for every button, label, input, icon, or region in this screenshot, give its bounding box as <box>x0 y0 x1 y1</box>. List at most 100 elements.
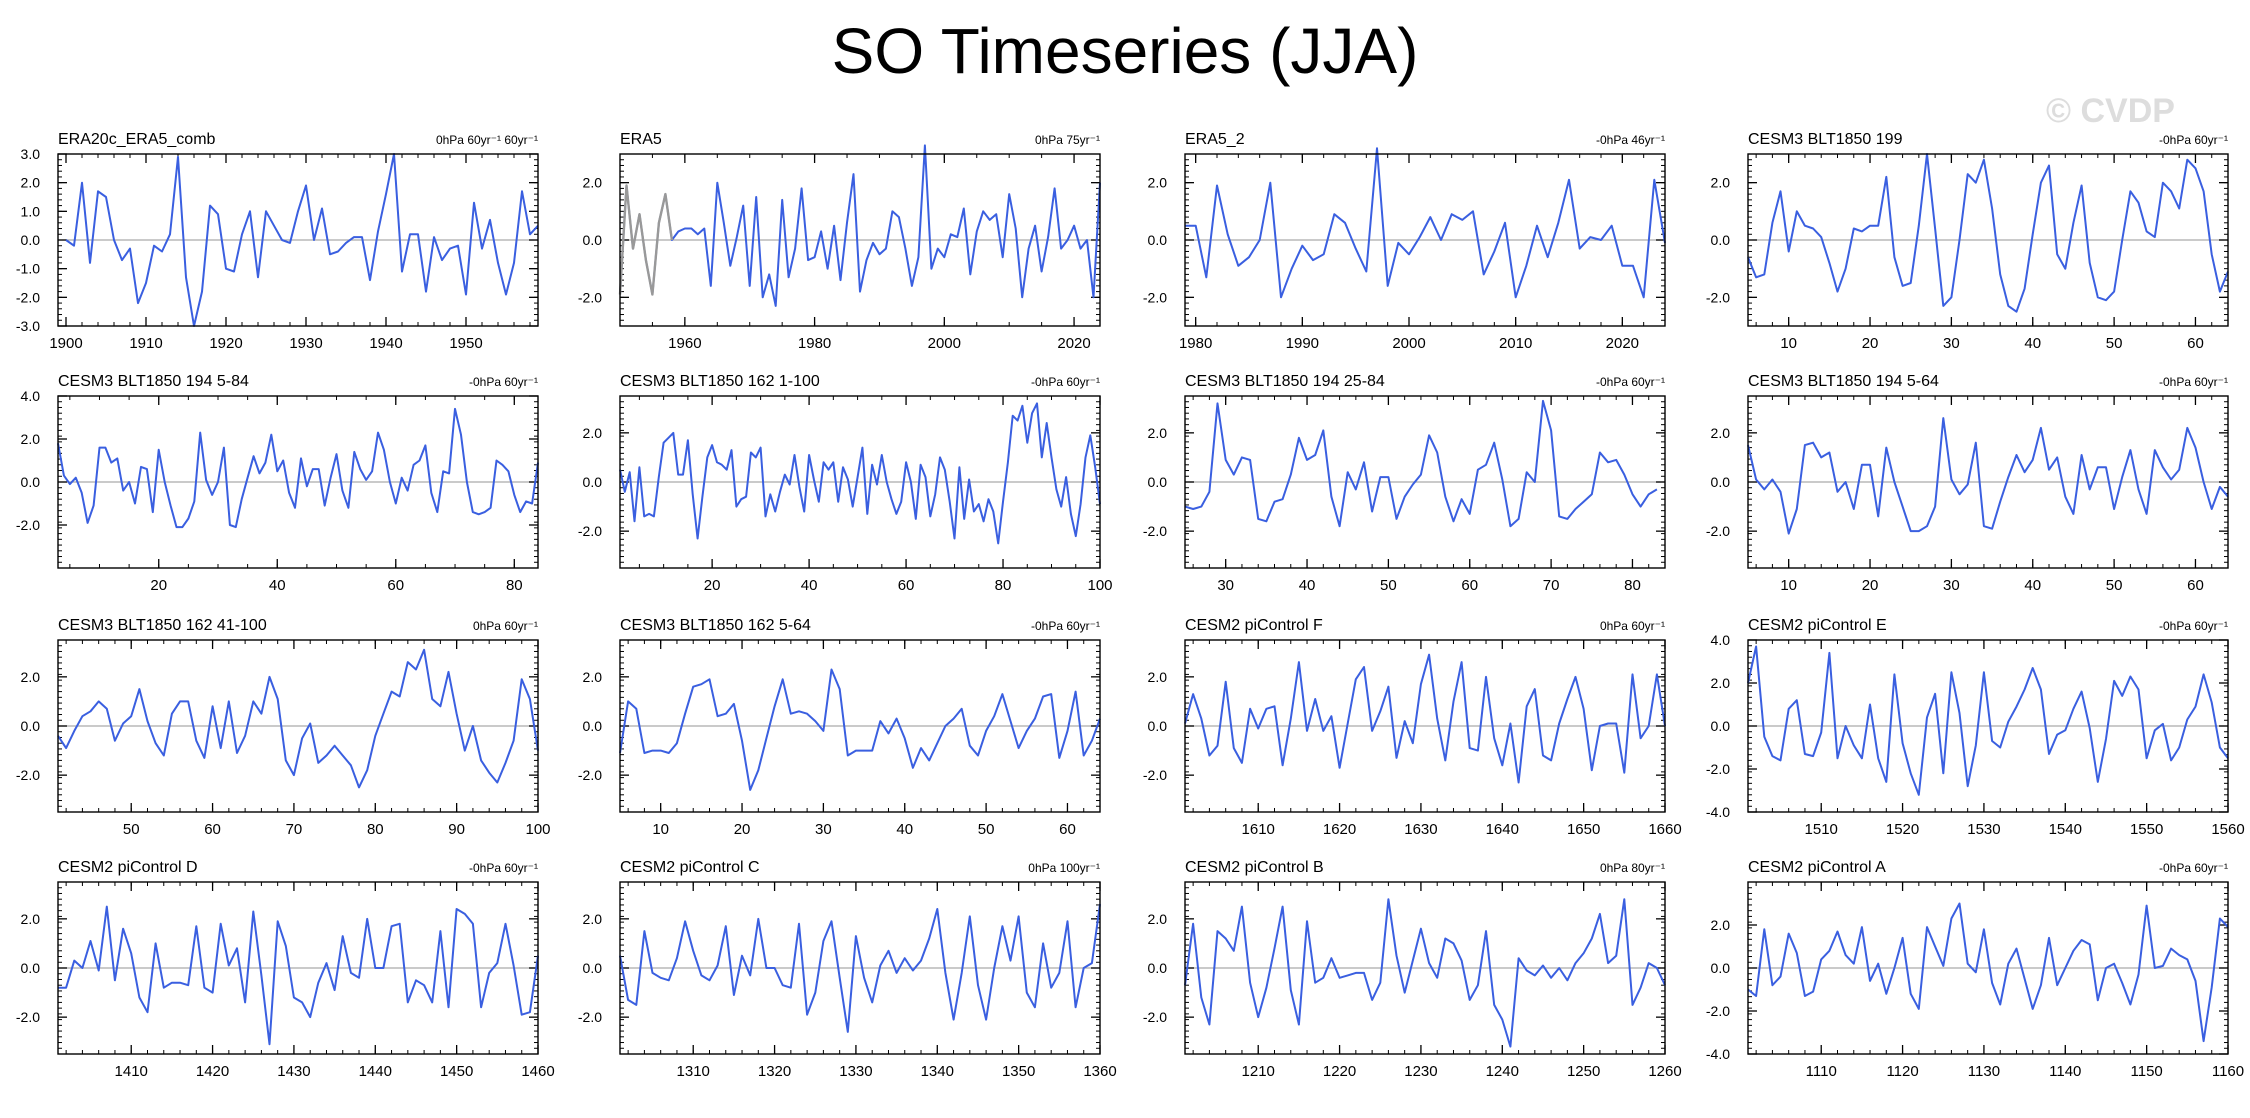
y-tick-label: 2.0 <box>1148 669 1168 685</box>
y-tick-label: -2.0 <box>578 767 602 783</box>
x-tick-label: 1210 <box>1242 1063 1275 1080</box>
plot-frame <box>1184 153 1666 327</box>
y-tick-label: 2.0 <box>21 669 41 685</box>
series-line <box>58 905 539 1046</box>
chart-panel: 30 40 50 60 70 80 -2.0 0.0 2.0 CESM3 BLT1850 194 … <box>1143 373 1666 594</box>
series-line <box>1747 902 2229 1043</box>
x-tick-label: 1630 <box>1404 821 1437 838</box>
x-tick-label: 80 <box>995 577 1012 594</box>
x-tick-label: 10 <box>1780 577 1797 594</box>
panel-stats: 0hPa 75yr⁻¹ <box>1035 133 1100 147</box>
chart-panel: 50 60 70 80 90 100 -2.0 0.0 2.0 CESM3 BLT1850 162… <box>16 617 551 838</box>
panel-title: ERA20c_ERA5_comb <box>58 131 216 148</box>
chart-panel: 1410 1420 1430 1440 1450 1460 -2.0 0.0 2.0 CESM2 … <box>16 859 555 1080</box>
x-tick-label: 1360 <box>1083 1063 1116 1080</box>
x-tick-label: 1940 <box>369 335 402 352</box>
x-tick-label: 1250 <box>1567 1063 1600 1080</box>
chart-panel: 10 20 30 40 50 60 -2.0 0.0 2.0 CESM3 BLT1850 199 -… <box>1706 131 2229 352</box>
plot-frame <box>57 395 539 569</box>
series-line <box>1184 399 1658 528</box>
panel-title: CESM3 BLT1850 199 <box>1748 131 1903 148</box>
plot-frame <box>1184 395 1666 569</box>
chart-panel: 1110 1120 1130 1140 1150 1160 -4.0 -2.0 0.0 2.0 CE… <box>1706 859 2244 1080</box>
chart-panel: 1900 1910 1920 1930 1940 1950 -3.0 -2.0 -1.0 0.0 1… <box>16 131 539 352</box>
x-tick-label: 40 <box>896 821 913 838</box>
x-tick-label: 1420 <box>196 1063 229 1080</box>
y-tick-label: -2.0 <box>16 767 40 783</box>
y-tick-label: 2.0 <box>583 175 603 191</box>
y-tick-label: 0.0 <box>583 232 603 248</box>
y-tick-label: 2.0 <box>21 431 41 447</box>
panel-stats: -0hPa 60yr⁻¹ <box>1031 619 1100 633</box>
y-tick-label: 0.0 <box>1711 474 1731 490</box>
x-tick-label: 1410 <box>115 1063 148 1080</box>
x-tick-label: 1660 <box>1648 821 1681 838</box>
x-tick-label: 1430 <box>277 1063 310 1080</box>
x-tick-label: 1140 <box>2049 1063 2081 1080</box>
x-tick-label: 60 <box>1461 577 1478 594</box>
y-tick-label: -2.0 <box>1143 767 1167 783</box>
series-line <box>65 153 539 327</box>
panel-stats: -0hPa 60yr⁻¹ <box>2159 133 2228 147</box>
x-tick-label: 40 <box>1299 577 1316 594</box>
y-tick-label: -2.0 <box>1706 1003 1730 1019</box>
y-tick-label: -2.0 <box>1143 289 1167 305</box>
y-tick-label: 0.0 <box>1711 960 1731 976</box>
y-tick-label: -3.0 <box>16 318 40 334</box>
x-tick-label: 70 <box>286 821 303 838</box>
x-tick-label: 10 <box>1780 335 1797 352</box>
panel-stats: 0hPa 60yr⁻¹ 60yr⁻¹ <box>436 133 538 147</box>
chart-panel: 10 20 30 40 50 60 -2.0 0.0 2.0 CESM3 BLT1850 194 … <box>1706 373 2229 594</box>
x-tick-label: 20 <box>1862 577 1879 594</box>
x-tick-label: 60 <box>2187 577 2204 594</box>
y-tick-label: -2.0 <box>578 289 602 305</box>
x-tick-label: 1650 <box>1567 821 1600 838</box>
y-tick-label: 0.0 <box>1711 718 1731 734</box>
x-tick-label: 80 <box>506 577 523 594</box>
panel-title: CESM3 BLT1850 194 5-84 <box>58 373 249 390</box>
y-tick-label: 2.0 <box>1711 675 1731 691</box>
series-line <box>619 144 1101 307</box>
panel-title: CESM2 piControl E <box>1748 617 1887 634</box>
x-tick-label: 1150 <box>2131 1063 2163 1080</box>
x-tick-label: 1130 <box>1968 1063 2000 1080</box>
panel-stats: -0hPa 60yr⁻¹ <box>2159 619 2228 633</box>
y-tick-label: 0.0 <box>1148 960 1168 976</box>
x-tick-label: 90 <box>448 821 465 838</box>
x-tick-label: 2010 <box>1499 335 1532 352</box>
x-tick-label: 50 <box>2106 577 2123 594</box>
plot-frame <box>57 881 539 1055</box>
x-tick-label: 60 <box>2187 335 2204 352</box>
overlay-line <box>618 184 674 296</box>
x-tick-label: 1540 <box>2049 821 2082 838</box>
x-tick-label: 1260 <box>1648 1063 1681 1080</box>
x-tick-label: 1900 <box>49 335 82 352</box>
x-tick-label: 60 <box>387 577 404 594</box>
x-tick-label: 1460 <box>521 1063 554 1080</box>
x-tick-label: 1330 <box>839 1063 872 1080</box>
x-tick-label: 20 <box>734 821 751 838</box>
x-tick-label: 50 <box>2106 335 2123 352</box>
x-tick-label: 1110 <box>1806 1063 1837 1080</box>
plot-frame <box>619 395 1101 569</box>
panel-stats: 0hPa 60yr⁻¹ <box>1600 619 1665 633</box>
x-tick-label: 40 <box>2024 577 2041 594</box>
x-tick-label: 30 <box>1943 335 1960 352</box>
x-tick-label: 2020 <box>1606 335 1639 352</box>
plot-frame <box>1747 639 2229 813</box>
panel-stats: -0hPa 60yr⁻¹ <box>469 861 538 875</box>
panel-stats: -0hPa 60yr⁻¹ <box>1031 375 1100 389</box>
x-tick-label: 40 <box>2024 335 2041 352</box>
y-tick-label: 0.0 <box>21 718 41 734</box>
chart-panel: 20 40 60 80 100 -2.0 0.0 2.0 CESM3 BLT1850 162 1… <box>578 373 1113 594</box>
series-line <box>619 903 1101 1033</box>
y-tick-label: 0.0 <box>583 960 603 976</box>
y-tick-label: 4.0 <box>1711 632 1731 648</box>
series-line <box>57 648 539 789</box>
y-tick-label: 2.0 <box>1711 917 1731 933</box>
y-tick-label: -2.0 <box>578 523 602 539</box>
x-tick-label: 1220 <box>1323 1063 1356 1080</box>
x-tick-label: 30 <box>1943 577 1960 594</box>
plot-frame <box>57 153 539 327</box>
y-tick-label: -2.0 <box>16 517 40 533</box>
